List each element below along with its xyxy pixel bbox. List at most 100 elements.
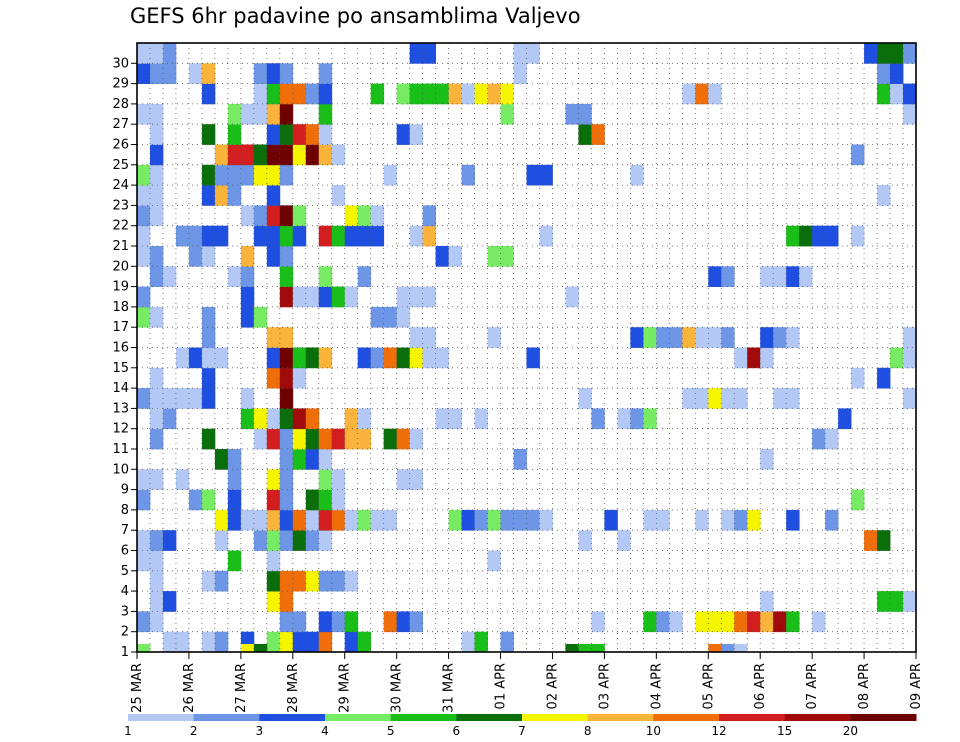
heatmap-cell: [240, 246, 255, 267]
heatmap-cell: [422, 205, 437, 227]
heatmap-cell: [630, 164, 644, 186]
heatmap-cell: [188, 388, 203, 409]
heatmap-cell: [227, 449, 242, 470]
heatmap-cell: [825, 509, 839, 531]
heatmap-cell: [279, 428, 294, 450]
y-tick-label: 4: [121, 584, 129, 599]
heatmap-cell: [344, 286, 359, 308]
colorbar-tick-label: 10: [646, 724, 661, 738]
colorbar-tick-label: 20: [843, 724, 858, 738]
heatmap-cell: [266, 408, 281, 430]
heatmap-cell: [734, 611, 748, 633]
heatmap-cell: [253, 509, 268, 531]
heatmap-cell: [292, 530, 307, 551]
heatmap-cell: [279, 449, 294, 470]
heatmap-cell: [370, 83, 385, 105]
y-tick-label: 29: [112, 77, 129, 92]
heatmap-cell: [266, 489, 281, 511]
heatmap-cell: [474, 509, 488, 531]
heatmap-cell: [292, 124, 307, 145]
heatmap-cell: [305, 83, 320, 105]
heatmap-cell: [279, 286, 294, 308]
heatmap-cell: [526, 164, 540, 186]
heatmap-cell: [461, 509, 475, 531]
colorbar-tick-label: 7: [518, 724, 526, 738]
colorbar-segment: [653, 714, 720, 721]
heatmap-cell: [344, 611, 359, 633]
heatmap-cell: [500, 631, 514, 653]
heatmap-cell: [162, 591, 177, 612]
heatmap-cell: [331, 509, 346, 531]
heatmap-cell: [201, 347, 216, 369]
heatmap-cell: [773, 327, 787, 348]
colorbar-segment: [259, 714, 326, 721]
heatmap-cell: [461, 164, 475, 186]
heatmap-cell: [721, 611, 735, 633]
heatmap-cell: [279, 225, 294, 247]
heatmap-cell: [292, 611, 307, 633]
x-tick-label: 29 MAR: [338, 663, 353, 713]
heatmap-cell: [708, 611, 722, 633]
heatmap-cell: [266, 367, 281, 389]
heatmap-cell: [253, 103, 268, 125]
x-tick-label: 28 MAR: [286, 663, 301, 713]
heatmap-cell: [253, 225, 268, 247]
heatmap-cell: [149, 205, 164, 227]
y-axis: 1234567891011121314151617181920212223242…: [112, 56, 137, 660]
heatmap-cell: [292, 144, 307, 166]
heatmap-cell: [305, 509, 320, 531]
x-tick-label: 25 MAR: [130, 663, 145, 713]
x-tick-label: 31 MAR: [442, 663, 457, 713]
heatmap-cell: [292, 225, 307, 247]
heatmap-cell: [344, 205, 359, 227]
heatmap-cell: [591, 611, 605, 633]
heatmap-cell: [539, 509, 553, 531]
heatmap-cell: [240, 408, 255, 430]
heatmap-cell: [630, 327, 644, 348]
heatmap-cell: [422, 225, 437, 247]
heatmap-cell: [903, 347, 917, 369]
heatmap-cell: [162, 388, 177, 409]
heatmap-cell: [253, 408, 268, 430]
heatmap-cell: [137, 43, 151, 64]
heatmap-cell: [253, 144, 268, 166]
heatmap-cell: [799, 225, 813, 247]
heatmap-cell: [773, 611, 787, 633]
heatmap-cell: [292, 509, 307, 531]
heatmap-cell: [448, 83, 462, 105]
heatmap-cell: [617, 408, 631, 430]
heatmap-cell: [175, 347, 190, 369]
heatmap-cell: [669, 327, 683, 348]
heatmap-cell: [383, 611, 398, 633]
heatmap-cell: [318, 469, 333, 490]
heatmap-cell: [149, 63, 164, 84]
y-tick-label: 9: [121, 483, 129, 498]
heatmap-cell: [760, 449, 774, 470]
heatmap-cell: [137, 388, 151, 409]
heatmap-cell: [279, 489, 294, 511]
heatmap-cell: [162, 408, 177, 430]
heatmap-cell: [695, 388, 709, 409]
heatmap-cell: [786, 266, 800, 287]
heatmap-cell: [851, 367, 865, 389]
heatmap-cell: [292, 449, 307, 470]
y-tick-label: 13: [112, 401, 129, 416]
heatmap-cell: [409, 43, 424, 64]
x-tick-label: 01 APR: [494, 663, 509, 709]
heatmap-cell: [253, 205, 268, 227]
heatmap-cell: [175, 631, 190, 653]
heatmap-cell: [266, 428, 281, 450]
heatmap-cell: [279, 367, 294, 389]
heatmap-cell: [266, 63, 281, 84]
heatmap-cell: [292, 631, 307, 653]
heatmap-cell: [877, 185, 891, 206]
heatmap-cell: [279, 408, 294, 430]
heatmap-cell: [357, 509, 372, 531]
heatmap-cell: [214, 347, 229, 369]
heatmap-cell: [708, 83, 722, 105]
heatmap-cell: [331, 286, 346, 308]
colorbar-tick-label: 12: [711, 724, 726, 738]
heatmap-cell: [747, 509, 761, 531]
heatmap-cell: [188, 489, 203, 511]
heatmap-cell: [188, 225, 203, 247]
